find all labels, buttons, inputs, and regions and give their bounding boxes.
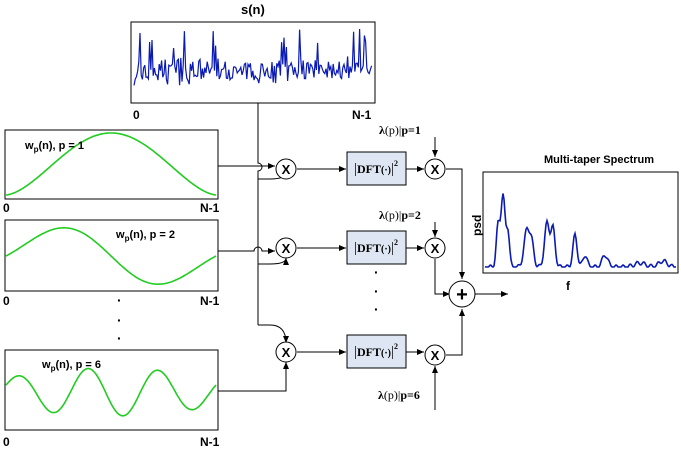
weight-multiplier-1: X	[424, 158, 446, 180]
taper-axis-start-2: 0	[3, 294, 10, 308]
taper-axis-end-2: N-1	[200, 294, 220, 308]
signal-panel: s(n) 0 N-1	[130, 2, 376, 122]
weight-label-2: λ(p)|p=2	[379, 208, 421, 222]
spectrum-xlabel: f	[566, 279, 571, 293]
weight-multiplier-2-symbol: X	[431, 241, 440, 256]
taper-label-6: wp(n), p = 6	[41, 359, 101, 373]
multiplier-6-symbol: X	[282, 345, 291, 360]
spectrum-curve	[484, 193, 676, 268]
taper-ellipsis-dot-1: ·	[117, 292, 122, 308]
taper-label-2: wp(n), p = 2	[115, 229, 175, 243]
taper-wire-6	[218, 362, 289, 392]
taper-panel-1: wp(n), p = 1 0 N-1	[3, 129, 220, 215]
signal-title: s(n)	[241, 2, 265, 17]
taper-axis-end-1: N-1	[200, 201, 220, 215]
taper-label-1: wp(n), p = 1	[24, 140, 84, 154]
taper-panel-6: wp(n), p = 6 0 N-1	[3, 349, 220, 449]
weight-multiplier-6-symbol: X	[431, 348, 440, 363]
weight-multiplier-1-symbol: X	[431, 162, 440, 177]
spectrum-ylabel: psd	[470, 215, 484, 236]
taper-ellipsis-dot-2: ·	[117, 312, 122, 328]
multiplier-6: X	[275, 341, 297, 363]
dft-block-2: |DFT(·)|2	[346, 230, 407, 265]
taper-axis-end-6: N-1	[200, 435, 220, 449]
taper-ellipsis-dot-3: ·	[117, 330, 122, 346]
taper-panel-2: wp(n), p = 2 0 N-1	[3, 219, 220, 308]
signal-waveform	[133, 28, 373, 86]
weight-to-sum-2	[434, 259, 450, 297]
multiplier-2: X	[275, 237, 297, 259]
taper-frame-1	[4, 129, 219, 200]
signal-axis-start: 0	[133, 108, 140, 122]
taper-waveform-2	[5, 227, 217, 286]
dft-ellipsis-dot-3: ·	[374, 301, 379, 317]
weight-multiplier-6: X	[424, 344, 446, 366]
taper-waveform-6	[5, 367, 217, 417]
dft-ellipsis-dot-1: ·	[374, 264, 379, 280]
taper-frame-6	[4, 349, 219, 431]
dft-block-6: |DFT(·)|2	[346, 334, 407, 369]
spectrum-title: Multi-taper Spectrum	[544, 154, 654, 166]
taper-wire-2	[218, 246, 275, 254]
multiplier-2-symbol: X	[282, 241, 291, 256]
spectrum-frame	[482, 171, 679, 274]
taper-axis-start-1: 0	[3, 201, 10, 215]
signal-branch-2	[258, 257, 289, 266]
summer: +	[448, 280, 476, 308]
weight-to-sum-1	[446, 168, 465, 279]
taper-axis-start-6: 0	[3, 435, 10, 449]
dft-label-1: |DFT(·)|2	[354, 159, 398, 177]
signal-axis-end: N-1	[352, 108, 372, 122]
signal-frame	[130, 21, 376, 104]
dft-block-1: |DFT(·)|2	[346, 151, 407, 186]
summer-symbol: +	[456, 284, 468, 306]
weight-multiplier-2: X	[424, 237, 446, 259]
signal-branch-6	[258, 324, 289, 344]
taper-waveform-1	[5, 132, 217, 196]
dft-ellipsis-dot-2: ·	[374, 283, 379, 299]
signal-trunk-wire	[257, 103, 263, 325]
weight-label-1: λ(p)|p=1	[379, 123, 421, 137]
spectrum-panel: Multi-taper Spectrum psd f	[470, 154, 679, 293]
multiplier-1-symbol: X	[282, 162, 291, 177]
dft-label-6: |DFT(·)|2	[354, 342, 398, 360]
multiplier-1: X	[275, 158, 297, 180]
dft-label-2: |DFT(·)|2	[354, 238, 398, 256]
weight-label-6: λ(p)|p=6	[378, 388, 420, 402]
weight-to-sum-6	[446, 309, 465, 356]
